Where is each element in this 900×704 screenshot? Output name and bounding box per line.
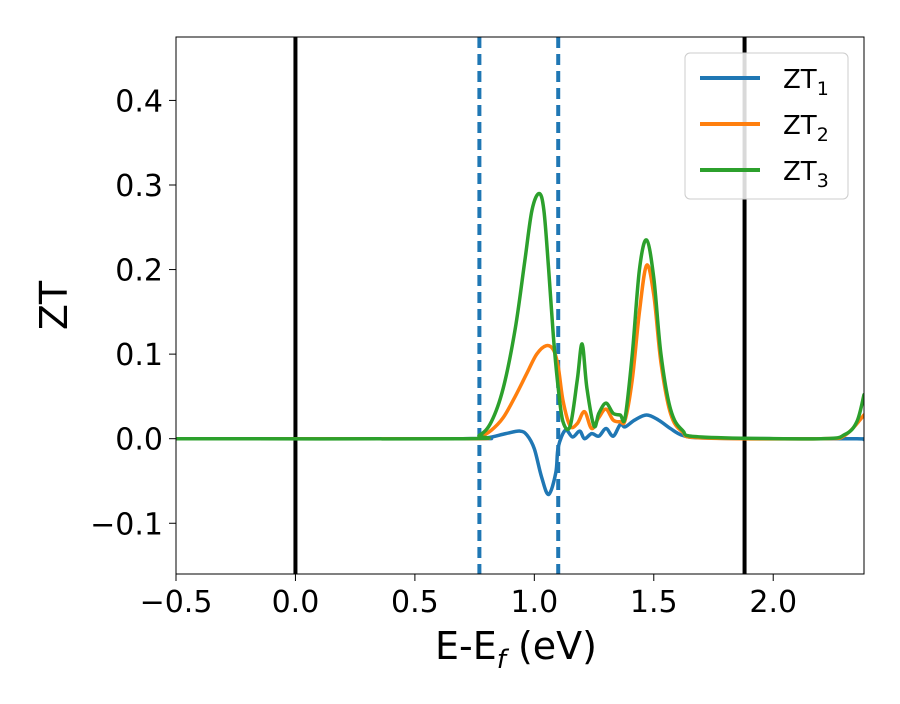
- plot-frame: [175, 36, 865, 575]
- x-tick-label: 0.0: [272, 585, 320, 620]
- y-tick-label: 0.4: [115, 84, 163, 119]
- legend-box: [684, 52, 849, 200]
- series-line-3: [176, 191, 864, 441]
- y-tick-label: 0.3: [115, 169, 163, 204]
- axis-ticks: −0.5 0.0 0.5 1.0 1.5 2.0 −0.1 0.0 0.1 0.2 0.3 0.4: [90, 84, 797, 620]
- y-tick-label: 0.2: [115, 254, 163, 289]
- x-tick-label: 0.5: [391, 585, 439, 620]
- x-tick-label: 1.5: [630, 585, 678, 620]
- x-tick-label: 2.0: [749, 585, 797, 620]
- x-tick-label: 1.0: [510, 585, 558, 620]
- x-axis-label-unit: (eV): [506, 624, 597, 668]
- y-axis-label: ZT: [32, 280, 76, 330]
- y-tick-label: 0.1: [115, 338, 163, 373]
- x-axis-label: E-Ef (eV): [435, 624, 597, 675]
- y-tick-label: −0.1: [90, 507, 163, 542]
- x-tick-label: −0.5: [140, 585, 213, 620]
- series-line-1: [176, 413, 864, 497]
- series-lines: [176, 191, 864, 497]
- y-tick-label: 0.0: [115, 423, 163, 458]
